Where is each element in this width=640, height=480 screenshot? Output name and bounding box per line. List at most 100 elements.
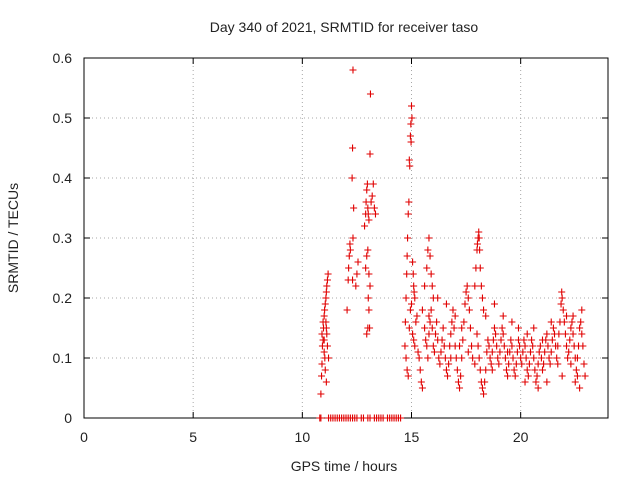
data-point bbox=[409, 330, 417, 338]
data-point bbox=[402, 354, 410, 362]
data-point bbox=[559, 306, 567, 314]
data-point bbox=[458, 324, 466, 332]
data-point bbox=[554, 342, 562, 350]
data-point bbox=[560, 318, 568, 326]
data-point bbox=[476, 264, 484, 272]
chart-title: Day 340 of 2021, SRMTID for receiver tas… bbox=[210, 19, 479, 35]
data-point bbox=[523, 366, 531, 374]
data-point bbox=[578, 306, 586, 314]
data-point bbox=[422, 336, 430, 344]
data-point bbox=[403, 270, 411, 278]
data-point bbox=[485, 342, 493, 350]
data-point bbox=[317, 390, 325, 398]
data-point bbox=[465, 306, 473, 314]
data-point bbox=[564, 354, 572, 362]
data-point bbox=[435, 354, 443, 362]
data-point bbox=[410, 288, 418, 296]
data-point bbox=[426, 318, 434, 326]
data-point bbox=[540, 360, 548, 368]
x-tick-label: 0 bbox=[80, 429, 88, 445]
data-point bbox=[404, 234, 412, 242]
data-point bbox=[408, 300, 415, 308]
data-point bbox=[508, 318, 516, 326]
data-point bbox=[523, 330, 531, 338]
data-point bbox=[530, 354, 538, 362]
data-point bbox=[417, 378, 425, 386]
data-point bbox=[425, 330, 433, 338]
data-point bbox=[486, 354, 494, 362]
data-point bbox=[478, 384, 486, 392]
data-point bbox=[530, 324, 538, 332]
data-point bbox=[425, 312, 433, 320]
data-point bbox=[439, 324, 447, 332]
data-point bbox=[365, 216, 373, 224]
data-point bbox=[504, 372, 512, 380]
data-point bbox=[462, 288, 470, 296]
data-point bbox=[459, 336, 467, 344]
data-point bbox=[569, 330, 577, 338]
data-point bbox=[345, 264, 353, 272]
data-point bbox=[322, 294, 330, 302]
data-point bbox=[438, 336, 446, 344]
data-point bbox=[525, 360, 533, 368]
data-point bbox=[466, 324, 474, 332]
data-point bbox=[321, 306, 329, 314]
y-tick-label: 0.6 bbox=[53, 50, 73, 66]
data-point bbox=[453, 366, 461, 374]
data-point bbox=[317, 414, 325, 422]
data-point bbox=[404, 372, 412, 380]
data-point bbox=[567, 324, 575, 332]
data-point bbox=[406, 306, 414, 314]
data-point bbox=[469, 354, 477, 362]
data-point bbox=[475, 234, 483, 242]
data-point bbox=[449, 306, 457, 314]
data-point bbox=[432, 330, 440, 338]
data-point bbox=[325, 354, 333, 362]
data-point bbox=[448, 318, 456, 326]
data-point bbox=[475, 228, 483, 236]
data-point bbox=[363, 186, 371, 194]
data-point bbox=[495, 360, 503, 368]
data-point bbox=[406, 162, 414, 170]
data-point bbox=[526, 348, 534, 356]
data-point bbox=[522, 354, 530, 362]
data-point bbox=[577, 318, 585, 326]
data-point bbox=[508, 342, 516, 350]
data-point bbox=[568, 318, 576, 326]
data-point bbox=[539, 336, 546, 344]
data-point bbox=[473, 330, 481, 338]
data-point bbox=[518, 360, 526, 368]
data-point bbox=[539, 366, 546, 374]
data-point bbox=[507, 336, 515, 344]
data-point bbox=[437, 348, 445, 356]
data-point bbox=[579, 342, 587, 350]
data-point bbox=[573, 354, 581, 362]
data-point bbox=[482, 312, 490, 320]
data-point bbox=[428, 324, 436, 332]
data-point bbox=[473, 240, 481, 248]
data-point bbox=[430, 348, 438, 356]
data-point bbox=[318, 330, 326, 338]
data-point bbox=[405, 324, 413, 332]
data-point bbox=[475, 354, 483, 362]
data-point bbox=[580, 360, 588, 368]
data-point bbox=[371, 210, 379, 218]
data-point bbox=[401, 342, 409, 350]
data-point bbox=[549, 324, 557, 332]
data-point bbox=[405, 156, 413, 164]
data-point bbox=[505, 360, 513, 368]
data-point bbox=[442, 300, 450, 308]
data-point bbox=[490, 324, 498, 332]
data-point bbox=[532, 378, 540, 386]
data-point bbox=[352, 282, 360, 290]
data-point bbox=[499, 312, 507, 320]
data-point bbox=[424, 354, 432, 362]
y-tick-label: 0.3 bbox=[53, 230, 73, 246]
data-point bbox=[567, 360, 575, 368]
data-point bbox=[558, 372, 566, 380]
data-point bbox=[366, 282, 374, 290]
data-point bbox=[569, 312, 577, 320]
data-point bbox=[404, 210, 412, 218]
data-point bbox=[488, 366, 496, 374]
